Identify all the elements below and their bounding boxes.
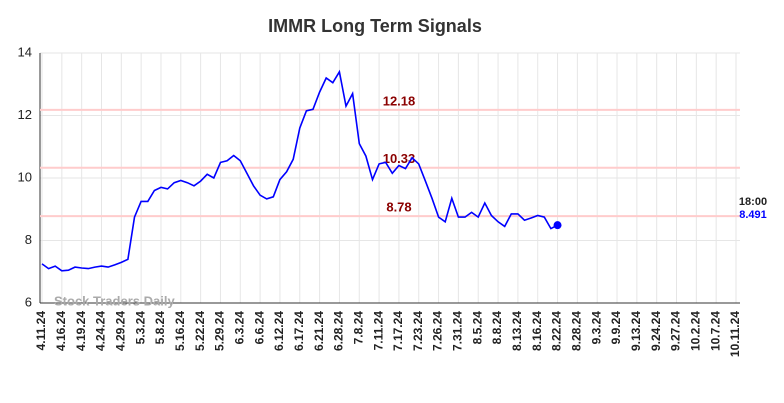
x-tick-label: 9.13.24 [629, 311, 643, 351]
x-tick-label: 7.26.24 [431, 311, 445, 351]
x-tick-label: 10.11.24 [728, 311, 742, 357]
x-tick-label: 5.29.24 [213, 311, 227, 351]
x-tick-label: 8.28.24 [570, 311, 584, 351]
chart-title: IMMR Long Term Signals [268, 16, 482, 36]
x-tick-label: 9.27.24 [669, 311, 683, 351]
x-tick-label: 9.3.24 [589, 311, 603, 345]
x-tick-label: 8.16.24 [530, 311, 544, 351]
signal-label: 12.18 [383, 93, 416, 108]
x-tick-label: 6.12.24 [272, 311, 286, 351]
x-tick-label: 5.16.24 [173, 311, 187, 351]
x-tick-label: 8.8.24 [490, 311, 504, 345]
x-tick-label: 7.23.24 [411, 311, 425, 351]
x-tick-label: 6.6.24 [252, 311, 266, 345]
x-tick-label: 4.11.24 [34, 311, 48, 351]
x-tick-label: 5.22.24 [193, 311, 207, 351]
x-tick-label: 6.17.24 [292, 311, 306, 351]
signal-label: 8.78 [386, 200, 411, 215]
x-tick-label: 5.3.24 [133, 311, 147, 345]
y-tick-label: 12 [18, 107, 32, 122]
watermark: Stock Traders Daily [54, 293, 175, 308]
x-tick-label: 8.5.24 [470, 311, 484, 345]
x-tick-label: 8.13.24 [510, 311, 524, 351]
last-point [553, 221, 562, 230]
x-tick-label: 9.24.24 [649, 311, 663, 351]
last-time: 18:00 [739, 196, 767, 208]
y-tick-label: 14 [18, 44, 32, 59]
x-tick-label: 10.7.24 [708, 311, 722, 351]
x-tick-label: 4.24.24 [94, 311, 108, 351]
signal-label: 10.33 [383, 151, 416, 166]
x-tick-label: 4.16.24 [54, 311, 68, 351]
x-tick-label: 7.31.24 [451, 311, 465, 351]
y-tick-label: 10 [18, 169, 32, 184]
price-line [41, 69, 558, 272]
x-tick-label: 4.29.24 [113, 311, 127, 351]
y-tick-label: 6 [25, 294, 32, 309]
x-tick-label: 6.21.24 [312, 311, 326, 351]
x-tick-label: 7.8.24 [351, 311, 365, 345]
x-tick-label: 7.11.24 [371, 311, 385, 351]
x-tick-label: 9.9.24 [609, 311, 623, 345]
x-tick-label: 7.17.24 [391, 311, 405, 351]
x-tick-label: 10.2.24 [689, 311, 703, 351]
x-tick-label: 4.19.24 [74, 311, 88, 351]
x-tick-label: 6.3.24 [232, 311, 246, 345]
x-tick-label: 8.22.24 [550, 311, 564, 351]
y-tick-label: 8 [25, 232, 32, 247]
x-tick-label: 6.28.24 [332, 311, 346, 351]
x-tick-label: 5.8.24 [153, 311, 167, 345]
last-value: 8.491 [739, 209, 767, 221]
